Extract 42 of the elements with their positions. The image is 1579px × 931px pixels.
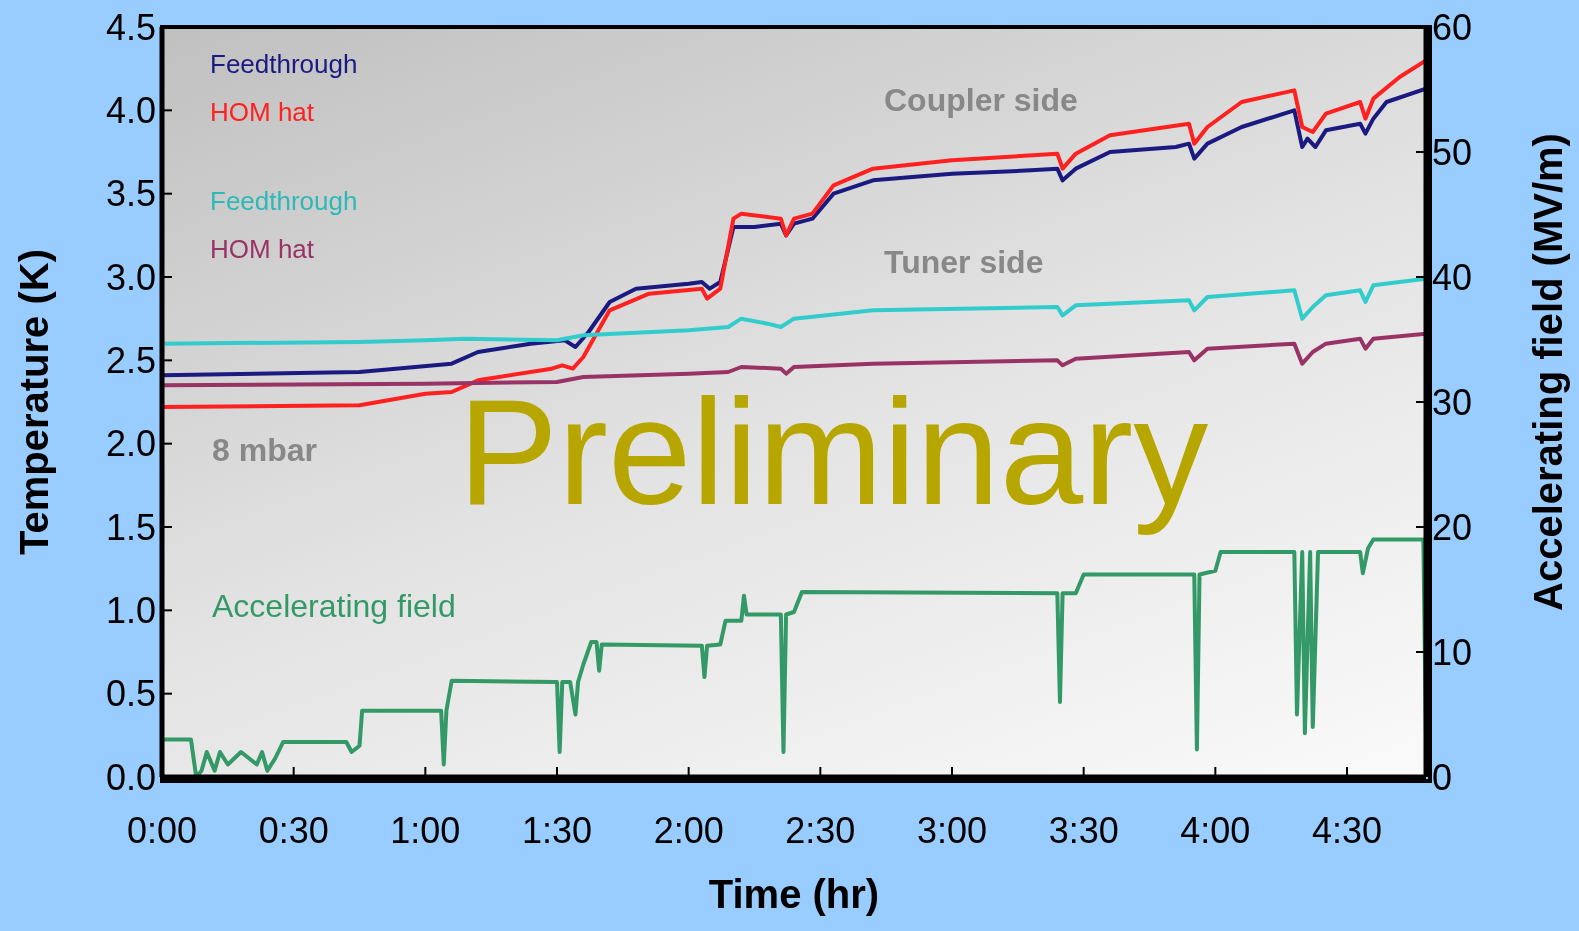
y2-tick-label: 10 [1432,631,1473,673]
x-tick-label: 0:00 [126,809,198,851]
x-tick-label: 2:00 [653,809,724,851]
series-label: Accelerating field [212,588,456,625]
y-axis-title: Temperature (K) [11,249,57,555]
x-axis-title: Time (hr) [707,872,881,917]
annotation: Tuner side [884,244,1044,281]
line-series [162,86,1426,378]
annotation: Coupler side [884,82,1078,119]
x-tick-label: 2:30 [785,809,856,851]
y-tick-label: 0.5 [105,673,156,715]
y-tick-label: 2.5 [105,340,156,382]
y-tick-label: 0.0 [105,756,156,798]
x-tick-label: 1:00 [390,809,461,851]
y-tick-label: 3.0 [105,256,156,298]
x-tick-label: 1:30 [521,809,593,851]
annotation: 8 mbar [212,432,317,469]
text: Feedthrough [210,186,358,217]
y-tick-label: 4.5 [105,6,156,48]
line-series [162,331,1426,388]
y-tick-label: 1.0 [105,590,156,632]
y-tick-label: 4.0 [105,90,156,132]
y2-tick-label: 50 [1432,131,1473,173]
y-tick-label: 1.5 [105,506,156,548]
text: HOM hat [210,97,315,128]
y2-tick-label: 60 [1432,6,1473,48]
x-tick-label: 4:00 [1180,809,1251,851]
text: Feedthrough [210,49,358,80]
x-tick-label: 4:30 [1311,809,1383,851]
y2-tick-label: 30 [1432,381,1473,423]
text: HOM hat [210,234,315,265]
x-tick-label: 3:00 [916,809,988,851]
line-series [162,276,1426,346]
y2-tick-label: 20 [1432,506,1473,548]
x-tick-label: 0:30 [258,809,329,851]
y2-tick-label: 0 [1432,756,1453,798]
y2-tick-label: 40 [1432,256,1473,298]
y2-axis-title: Accelerating field (MV/m) [1525,133,1571,611]
annotation: Preliminary [458,368,1209,536]
y-tick-label: 2.0 [105,423,156,465]
y-tick-label: 3.5 [105,173,156,215]
x-tick-label: 3:30 [1048,809,1119,851]
